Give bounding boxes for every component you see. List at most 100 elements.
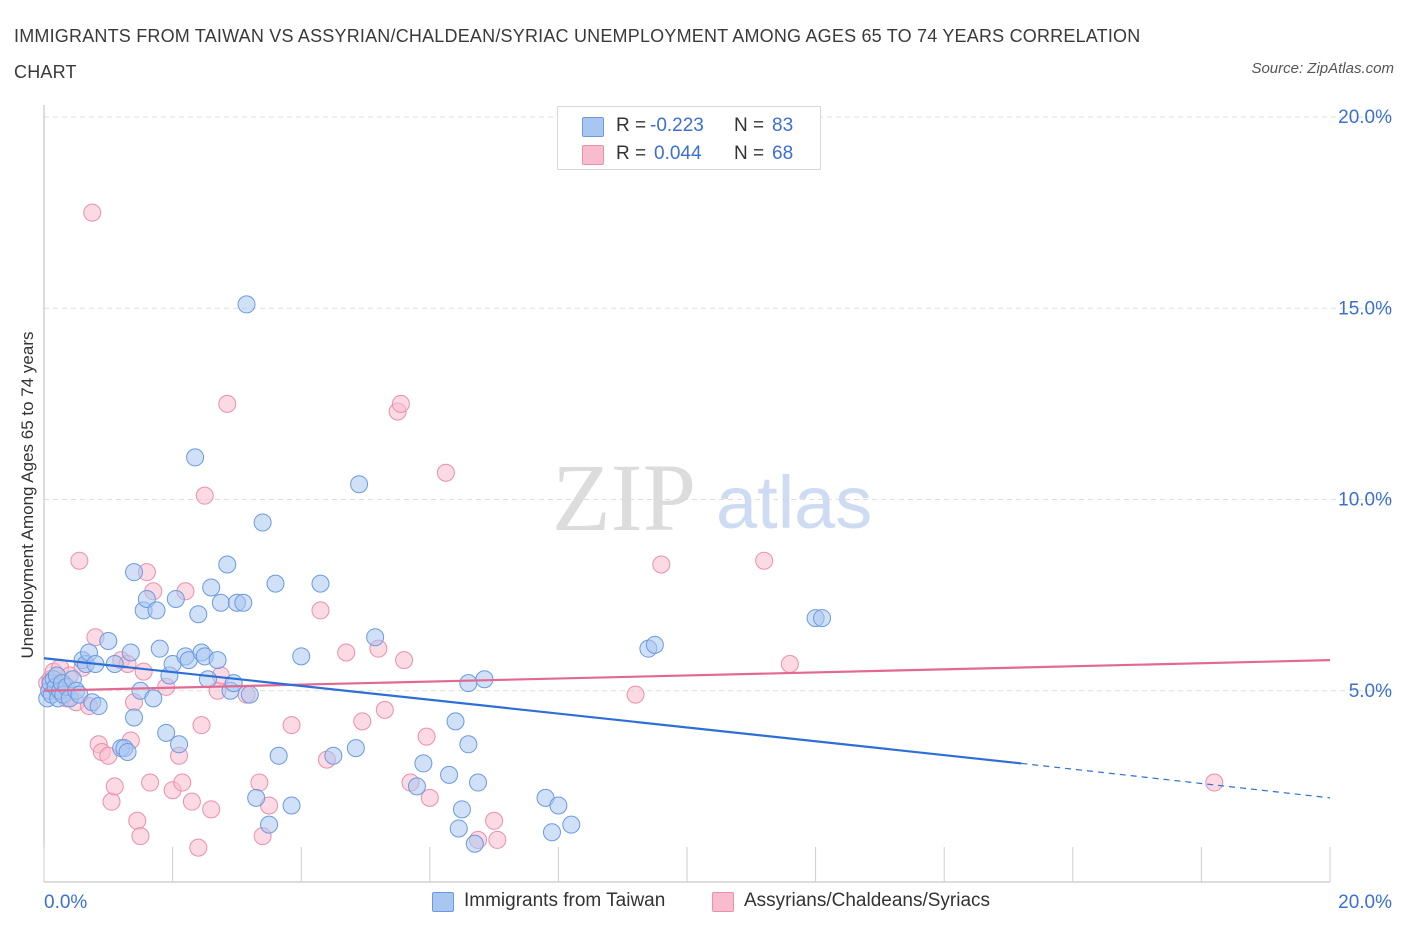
data-point-taiwan (440, 765, 459, 784)
data-point-taiwan (269, 746, 288, 765)
data-point-taiwan (449, 819, 468, 838)
data-point-taiwan (170, 735, 189, 754)
data-point-taiwan (147, 601, 166, 620)
data-point-taiwan (459, 735, 478, 754)
stats-box: R = -0.223 N = 83 R = 0.044 N = 68 (557, 106, 821, 170)
data-point-taiwan (452, 800, 471, 819)
data-point-taiwan (645, 635, 664, 654)
n-value: 68 (772, 143, 794, 164)
axes (43, 105, 1331, 883)
data-point-assyrians (391, 394, 410, 413)
data-point-taiwan (125, 708, 144, 727)
data-point-assyrians (141, 773, 160, 792)
data-point-assyrians (105, 777, 124, 796)
data-point-taiwan (459, 674, 478, 693)
data-point-taiwan (202, 578, 221, 597)
data-point-taiwan (157, 723, 176, 742)
trend-line-taiwan (43, 657, 1022, 765)
data-point-assyrians (192, 716, 211, 735)
data-point-taiwan (346, 739, 365, 758)
r-label: R = (616, 115, 647, 136)
data-point-assyrians (420, 788, 439, 807)
data-point-assyrians (337, 643, 356, 662)
data-point-taiwan (125, 563, 144, 582)
n-label: N = (734, 115, 765, 136)
data-point-assyrians (626, 685, 645, 704)
r-value: -0.223 (650, 115, 704, 136)
data-point-taiwan (311, 574, 330, 593)
y-tick-label: 10.0% (1338, 490, 1392, 511)
tick-labels: 5.0% 10.0% 15.0% 20.0% 0.0% 20.0% (44, 107, 1392, 913)
y-tick-label: 20.0% (1338, 107, 1392, 128)
legend-label-assyrians: Assyrians/Chaldeans/Syriacs (744, 890, 991, 911)
data-point-taiwan (407, 777, 426, 796)
data-point-assyrians (218, 394, 237, 413)
data-point-assyrians (102, 792, 121, 811)
data-point-assyrians (83, 203, 102, 222)
data-point-taiwan (366, 628, 385, 647)
watermark-zip: ZIP (552, 444, 696, 551)
data-point-assyrians (182, 792, 201, 811)
legend: Immigrants from Taiwan Assyrians/Chaldea… (0, 888, 1406, 918)
data-point-taiwan (186, 448, 205, 467)
data-point-taiwan (144, 689, 163, 708)
data-point-taiwan (118, 742, 137, 761)
data-point-taiwan (211, 593, 230, 612)
data-point-assyrians (485, 811, 504, 830)
data-point-taiwan (218, 555, 237, 574)
data-point-taiwan (350, 475, 369, 494)
data-point-assyrians (375, 700, 394, 719)
data-point-assyrians (395, 651, 414, 670)
source-label: Source: ZipAtlas.com (1251, 60, 1394, 77)
data-point-taiwan (549, 796, 568, 815)
data-point-taiwan (266, 574, 285, 593)
y-tick-label: 5.0% (1349, 681, 1392, 702)
trend-line-assyrians (43, 659, 1331, 692)
series-taiwan-points (38, 295, 832, 853)
data-point-assyrians (282, 716, 301, 735)
data-point-taiwan (324, 746, 343, 765)
data-point-taiwan (542, 823, 561, 842)
data-point-assyrians (128, 811, 147, 830)
data-point-taiwan (247, 788, 266, 807)
data-point-assyrians (70, 551, 89, 570)
data-point-assyrians (436, 463, 455, 482)
data-point-assyrians (417, 727, 436, 746)
data-point-taiwan (237, 295, 256, 314)
data-point-assyrians (488, 830, 507, 849)
data-point-taiwan (105, 654, 124, 673)
data-point-taiwan (260, 815, 279, 834)
chart-title: IMMIGRANTS FROM TAIWAN VS ASSYRIAN/CHALD… (14, 26, 1141, 82)
data-point-assyrians (134, 662, 153, 681)
data-point-taiwan (234, 593, 253, 612)
watermark-atlas: atlas (716, 461, 872, 544)
data-point-taiwan (189, 605, 208, 624)
r-label: R = (616, 143, 647, 164)
legend-label-taiwan: Immigrants from Taiwan (464, 890, 666, 911)
trend-lines (43, 657, 1331, 799)
data-point-taiwan (166, 589, 185, 608)
data-point-taiwan (89, 697, 108, 716)
data-point-taiwan (121, 643, 140, 662)
legend-swatch-assyrians-icon (712, 892, 734, 912)
data-point-assyrians (1205, 773, 1224, 792)
data-point-assyrians (311, 601, 330, 620)
x-tick-label: 20.0% (1338, 892, 1392, 913)
data-point-assyrians (353, 712, 372, 731)
data-point-assyrians (652, 555, 671, 574)
data-point-taiwan (414, 754, 433, 773)
data-point-taiwan (253, 513, 272, 532)
data-point-taiwan (446, 712, 465, 731)
data-point-taiwan (292, 647, 311, 666)
data-point-assyrians (173, 773, 192, 792)
legend-swatch-taiwan-icon (432, 892, 454, 912)
x-tick-label: 0.0% (44, 892, 87, 913)
data-point-taiwan (99, 632, 118, 651)
data-point-assyrians (131, 827, 150, 846)
y-tick-label: 15.0% (1338, 298, 1392, 319)
swatch-taiwan-icon (582, 117, 604, 137)
data-point-taiwan (150, 639, 169, 658)
n-value: 83 (772, 115, 794, 136)
data-point-assyrians (189, 838, 208, 857)
